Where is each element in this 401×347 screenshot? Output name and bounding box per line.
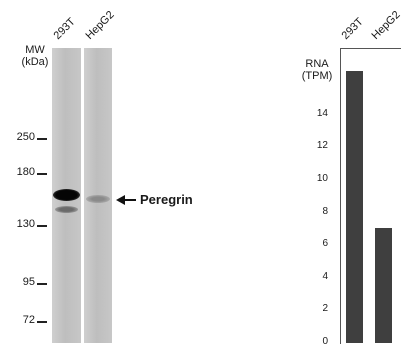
mw-label-130: 130 bbox=[16, 218, 35, 230]
y-tick-label-4: 4 bbox=[322, 270, 328, 282]
rna-panel: RNA (TPM) 293T HepG2 0 2 4 6 8 10 12 14 bbox=[290, 0, 401, 347]
band-hepg2-peregrin bbox=[86, 195, 110, 203]
mw-label-95: 95 bbox=[22, 276, 35, 288]
lane-label-hepg2: HepG2 bbox=[83, 8, 117, 43]
lane-label-293t: 293T bbox=[51, 15, 78, 42]
mw-tick-130 bbox=[37, 225, 47, 227]
y-tick-label-8: 8 bbox=[322, 205, 328, 217]
y-tick-label-6: 6 bbox=[322, 238, 328, 250]
mw-tick-72 bbox=[37, 321, 47, 323]
mw-tick-180 bbox=[37, 173, 47, 175]
y-tick-label-12: 12 bbox=[316, 140, 328, 152]
band-293t-peregrin bbox=[53, 189, 80, 201]
y-tick-label-2: 2 bbox=[322, 303, 328, 315]
western-blot-panel: MW (kDa) 293T HepG2 250 180 130 95 72 Pe… bbox=[16, 8, 193, 343]
arrow-line bbox=[124, 199, 136, 201]
bar-293t bbox=[346, 71, 363, 343]
protein-arrow bbox=[116, 195, 136, 205]
mw-tick-250 bbox=[37, 138, 47, 140]
rna-title-line1: RNA bbox=[305, 58, 329, 70]
y-tick-label-0: 0 bbox=[322, 336, 328, 347]
mw-label-180: 180 bbox=[16, 166, 35, 178]
bar-label-293t: 293T bbox=[339, 15, 366, 42]
arrow-head-icon bbox=[116, 195, 125, 205]
band-293t-lower bbox=[55, 206, 78, 213]
mw-tick-95 bbox=[37, 283, 47, 285]
rna-axis-title: RNA (TPM) bbox=[296, 58, 338, 82]
mw-title-line2: (kDa) bbox=[21, 56, 49, 68]
protein-label: Peregrin bbox=[140, 192, 193, 207]
bar-hepg2 bbox=[375, 227, 392, 343]
mw-title-line1: MW bbox=[25, 44, 45, 56]
mw-label-250: 250 bbox=[16, 131, 35, 143]
y-tick-label-14: 14 bbox=[316, 107, 328, 119]
y-tick-label-10: 10 bbox=[316, 173, 328, 184]
rna-title-line2: (TPM) bbox=[301, 70, 333, 82]
mw-label-72: 72 bbox=[22, 314, 35, 326]
bar-label-hepg2: HepG2 bbox=[369, 8, 401, 43]
mw-title: MW (kDa) bbox=[16, 44, 54, 68]
